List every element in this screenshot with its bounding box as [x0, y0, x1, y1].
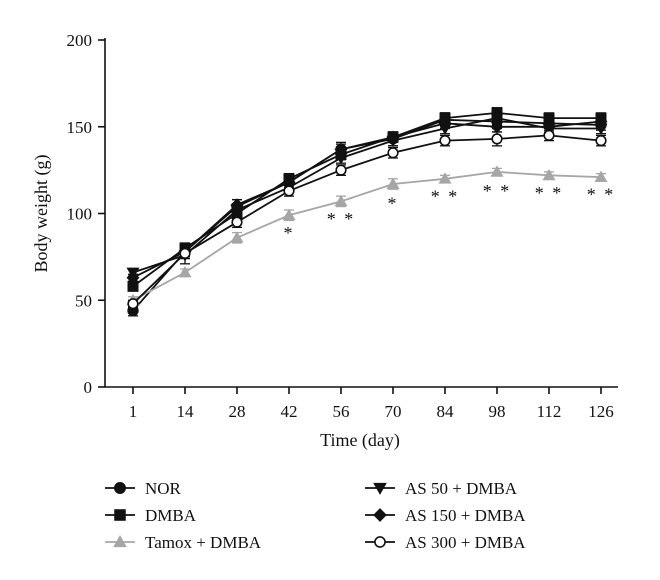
y-tick-label: 200 [67, 31, 93, 50]
legend-label: AS 50 + DMBA [405, 479, 518, 498]
series-line [132, 120, 602, 279]
significance-mark: * * [431, 186, 460, 206]
legend-item: AS 300 + DMBA [365, 533, 526, 552]
significance-mark: * [388, 193, 399, 213]
y-tick-label: 150 [67, 118, 93, 137]
y-tick-label: 50 [75, 291, 92, 310]
data-point [334, 194, 348, 207]
significance-mark: * * [587, 185, 616, 205]
x-tick-label: 112 [537, 402, 562, 421]
legend-marker [114, 482, 126, 494]
data-point [386, 130, 400, 144]
significance-mark: * [284, 223, 295, 243]
data-point [230, 198, 244, 212]
x-axis-title: Time (day) [320, 430, 400, 451]
legend-item: AS 150 + DMBA [365, 506, 526, 525]
legend-label: DMBA [145, 506, 197, 525]
series-line [132, 170, 602, 302]
y-tick-label: 100 [67, 205, 93, 224]
x-tick-label: 14 [177, 402, 195, 421]
legend-label: Tamox + DMBA [145, 533, 262, 552]
data-point [283, 185, 295, 197]
data-point [179, 247, 191, 260]
legend-marker [373, 508, 387, 522]
y-axis-title: Body weight (g) [31, 155, 52, 273]
data-point [334, 142, 348, 156]
significance-mark: * * [483, 181, 512, 201]
series-line [132, 111, 601, 288]
x-tick-label: 56 [333, 402, 350, 421]
data-point [490, 120, 504, 134]
legend-item: AS 50 + DMBA [365, 479, 518, 498]
data-point [490, 165, 504, 177]
series-4 [126, 115, 608, 285]
legend-label: NOR [145, 479, 182, 498]
data-point [231, 216, 243, 228]
data-point [595, 135, 607, 147]
x-tick-label: 42 [281, 402, 298, 421]
data-point [543, 112, 555, 124]
legend-item: NOR [105, 479, 182, 498]
legend-item: DMBA [105, 506, 197, 525]
series-line [132, 134, 602, 305]
significance-mark: * * [327, 209, 356, 229]
data-point [230, 231, 244, 243]
data-point [282, 208, 296, 221]
legend-marker [114, 509, 126, 521]
data-point [491, 133, 503, 145]
x-tick-label: 1 [129, 402, 138, 421]
series-line [132, 117, 601, 274]
legend-marker [374, 536, 386, 548]
data-point [543, 129, 555, 142]
x-tick-label: 126 [588, 402, 614, 421]
y-tick-label: 0 [84, 378, 93, 397]
data-point [178, 265, 192, 278]
series-5 [127, 129, 607, 310]
data-point [127, 280, 139, 292]
data-point [387, 147, 399, 159]
data-point [386, 177, 400, 189]
legend-label: AS 150 + DMBA [405, 506, 526, 525]
data-point [542, 168, 556, 181]
legend-label: AS 300 + DMBA [405, 533, 526, 552]
data-point [438, 172, 452, 184]
data-point [127, 298, 139, 310]
legend-marker [373, 482, 387, 495]
data-point [334, 153, 348, 165]
data-point [490, 113, 504, 125]
legend-item: Tamox + DMBA [105, 533, 262, 552]
x-tick-label: 84 [437, 402, 455, 421]
data-point [335, 164, 347, 176]
data-point [439, 135, 451, 147]
significance-mark: * * [535, 183, 564, 203]
data-point [126, 271, 140, 285]
x-tick-label: 70 [385, 402, 402, 421]
data-point [594, 115, 608, 129]
x-tick-label: 98 [489, 402, 506, 421]
data-point [438, 116, 452, 130]
x-tick-label: 28 [229, 402, 246, 421]
legend-marker [113, 535, 127, 548]
data-point [594, 170, 608, 182]
